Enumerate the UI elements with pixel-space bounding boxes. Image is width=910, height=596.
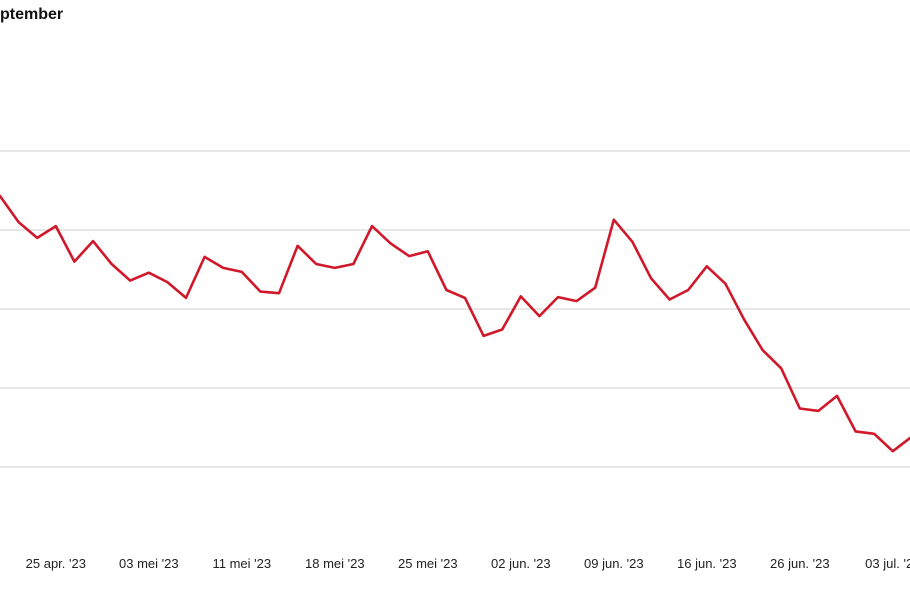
grid-lines (0, 150, 910, 468)
series-line-0 (0, 194, 910, 453)
x-tick-label-2: 11 mei '23 (212, 556, 271, 571)
x-tick-label-8: 26 jun. '23 (770, 556, 830, 571)
x-tick-label-4: 25 mei '23 (398, 556, 458, 571)
x-tick-label-6: 09 jun. '23 (584, 556, 644, 571)
x-tick-labels: 25 apr. '23 03 mei '23 11 mei '23 18 mei '2… (26, 556, 910, 571)
x-tick-label-9: 03 jul. '23 (865, 556, 910, 571)
x-tick-label-7: 16 jun. '23 (677, 556, 737, 571)
chart-title: ptember (0, 6, 64, 23)
series-group (0, 194, 910, 453)
x-tick-label-5: 02 jun. '23 (491, 556, 551, 571)
x-tick-label-0: 25 apr. '23 (26, 556, 86, 571)
x-tick-label-1: 03 mei '23 (119, 556, 179, 571)
x-tick-label-3: 18 mei '23 (305, 556, 365, 571)
